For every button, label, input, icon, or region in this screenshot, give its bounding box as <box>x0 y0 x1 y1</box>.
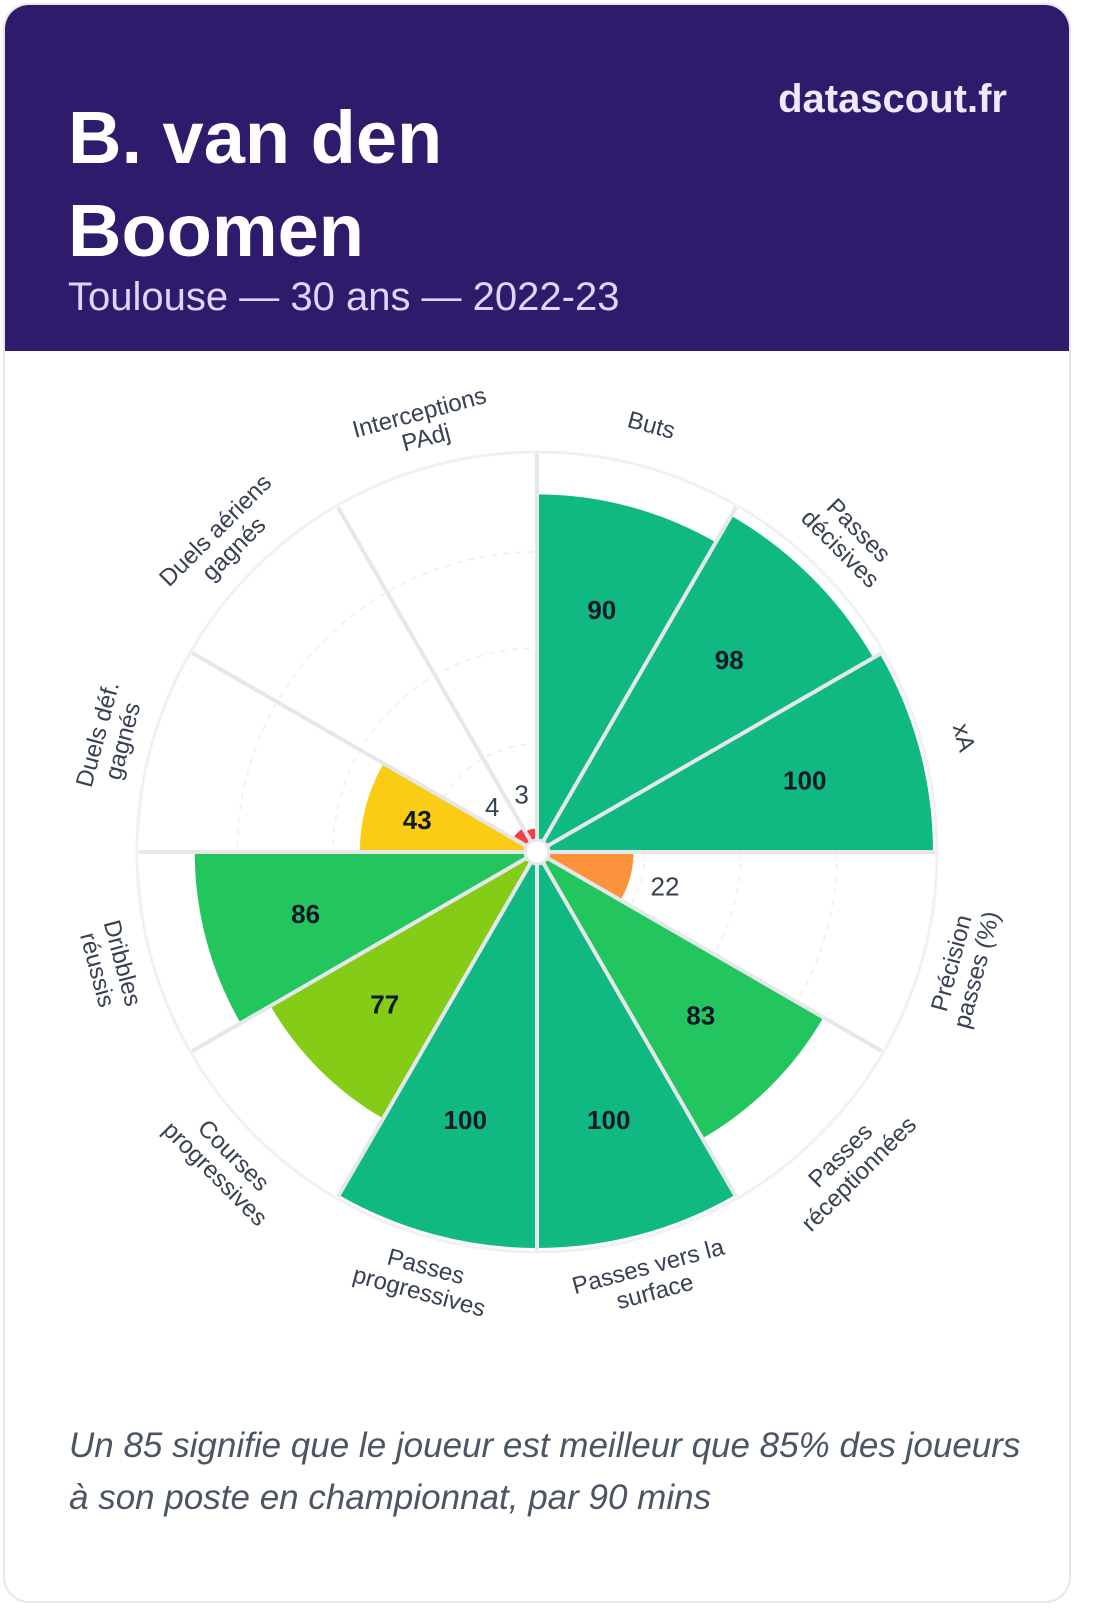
category-label-line: Buts <box>625 406 678 445</box>
center-hole <box>523 838 551 866</box>
bar-2 <box>547 654 933 852</box>
value-label: 100 <box>587 1105 630 1135</box>
bar-4 <box>543 858 824 1139</box>
separator-2 <box>535 651 883 854</box>
separator-11 <box>336 506 539 854</box>
bar-0 <box>537 494 716 842</box>
bar-8 <box>194 852 527 1024</box>
category-label: Duels déf.gagnés <box>71 679 146 790</box>
separator-10 <box>191 651 538 854</box>
header: B. van den Boomen Toulouse — 30 ans — 20… <box>5 5 1069 351</box>
separator-5 <box>535 850 738 1198</box>
bar-5 <box>537 862 735 1248</box>
value-label: 83 <box>686 1001 715 1031</box>
separator-7 <box>336 850 539 1198</box>
category-label: Buts <box>625 406 678 445</box>
bar-9 <box>359 763 527 852</box>
player-name: B. van den Boomen <box>68 96 443 272</box>
value-label: 86 <box>291 899 320 929</box>
separator-8 <box>191 850 538 1053</box>
category-label-line: xA <box>947 721 980 755</box>
value-label: 4 <box>485 792 499 822</box>
value-label: 98 <box>715 645 744 675</box>
bar-10 <box>513 828 531 846</box>
bar-3 <box>547 852 634 901</box>
value-label: 77 <box>370 989 399 1019</box>
separator-4 <box>535 850 883 1053</box>
category-label: xA <box>947 721 980 755</box>
brand-logo: datascout.fr <box>778 77 1007 121</box>
bar-1 <box>543 515 874 846</box>
footer-note: Un 85 signifie que le joueur est meilleu… <box>69 1426 1021 1517</box>
value-label: 100 <box>444 1105 487 1135</box>
bar-11 <box>525 828 537 842</box>
player-subtitle: Toulouse — 30 ans — 2022-23 <box>68 275 620 319</box>
separator-1 <box>535 506 738 854</box>
value-label: 22 <box>651 871 680 901</box>
value-label: 90 <box>587 595 616 625</box>
bar-6 <box>339 862 537 1248</box>
value-label: 3 <box>514 780 528 810</box>
value-label: 43 <box>403 805 432 835</box>
bar-7 <box>270 858 531 1119</box>
value-label: 100 <box>783 765 826 795</box>
